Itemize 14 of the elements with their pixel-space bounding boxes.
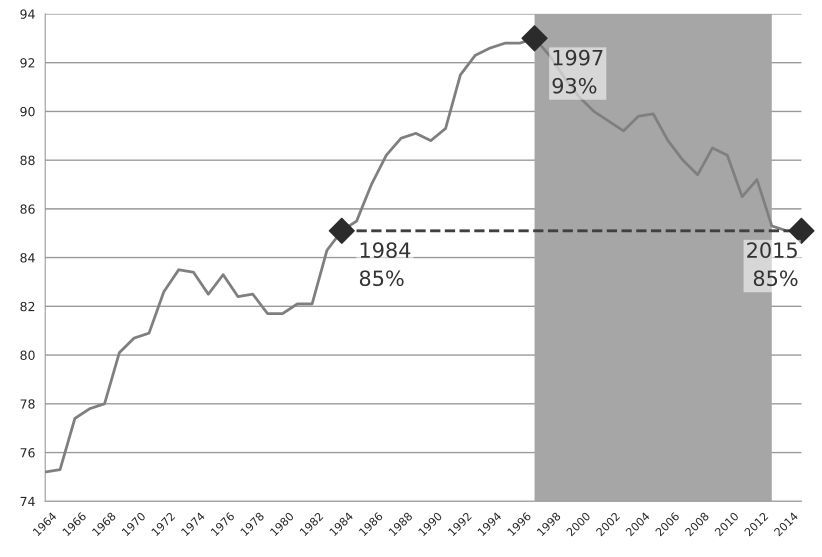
annotation: 2015 85% <box>747 242 798 286</box>
annotation: 1984 85% <box>360 242 410 286</box>
y-tick-label: 86 <box>20 204 35 214</box>
y-tick-label: 74 <box>20 496 35 506</box>
y-tick-label: 82 <box>20 302 34 312</box>
y-tick-label: 80 <box>20 350 35 360</box>
annotation: 1997 93% <box>552 50 602 94</box>
y-tick-label: 90 <box>20 106 35 116</box>
y-tick-label: 84 <box>20 253 35 263</box>
y-tick-label: 76 <box>20 448 35 458</box>
y-tick-label: 94 <box>20 9 35 19</box>
y-tick-label: 78 <box>20 399 35 409</box>
y-tick-label: 92 <box>20 58 34 68</box>
y-tick-label: 88 <box>20 156 35 166</box>
